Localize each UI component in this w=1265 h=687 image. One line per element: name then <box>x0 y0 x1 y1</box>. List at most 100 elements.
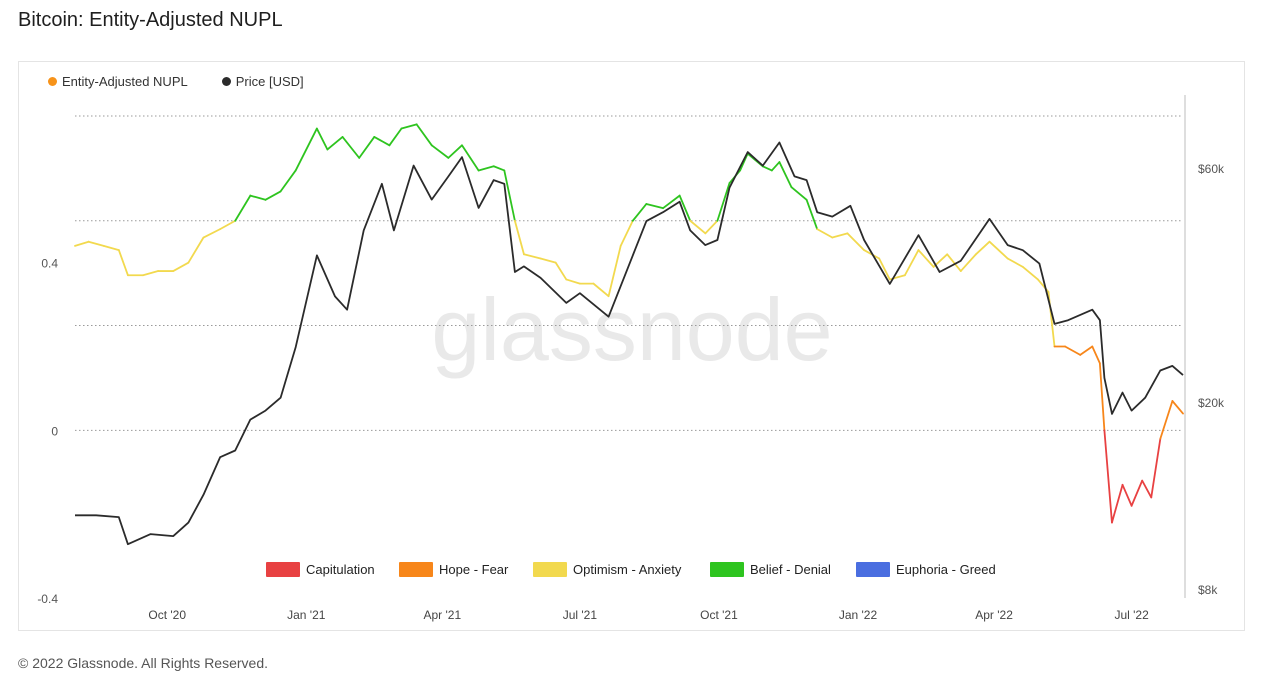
nupl-segment <box>492 165 506 172</box>
nupl-segment <box>172 261 190 272</box>
nupl-segment <box>1171 400 1184 415</box>
legend-label-nupl: Entity-Adjusted NUPL <box>62 74 188 89</box>
nupl-segment <box>631 203 648 222</box>
top-legend: Entity-Adjusted NUPL Price [USD] <box>48 74 304 89</box>
nupl-segment <box>1111 483 1124 524</box>
zone-legend-item[interactable]: Hope - Fear <box>399 562 509 577</box>
nupl-segment <box>959 253 977 272</box>
nupl-segment <box>1079 345 1094 356</box>
zone-legend-swatch <box>399 562 433 577</box>
nupl-segment <box>341 136 361 159</box>
legend-item-price[interactable]: Price [USD] <box>221 74 304 89</box>
legend-item-nupl[interactable]: Entity-Adjusted NUPL <box>48 74 188 89</box>
x-axis-ticks: Oct '20 Jan '21 Apr '21 Jul '21 Oct '21 Jan '… <box>148 608 1149 622</box>
x-tick-label: Apr '21 <box>423 608 461 622</box>
nupl-segment <box>388 127 403 147</box>
nupl-segment <box>1141 479 1153 499</box>
zone-legend-label: Belief - Denial <box>750 562 831 577</box>
nupl-segment <box>202 228 222 239</box>
zone-legend-swatch <box>856 562 890 577</box>
zone-legend-swatch <box>533 562 567 577</box>
nupl-segment <box>87 240 105 247</box>
nupl-segment <box>315 127 329 151</box>
x-tick-label: Jul '22 <box>1114 608 1149 622</box>
zone-legend-item[interactable]: Belief - Denial <box>710 562 831 577</box>
left-tick-label: 0.4 <box>41 257 58 271</box>
nupl-segment <box>704 219 719 235</box>
nupl-segment <box>946 253 962 272</box>
nupl-segment <box>1064 345 1082 356</box>
left-tick-label: -0.4 <box>37 592 58 606</box>
nupl-segment <box>74 240 90 247</box>
nupl-segment <box>117 249 129 277</box>
nupl-segment <box>565 278 581 285</box>
nupl-segment <box>539 257 557 264</box>
nupl-segment <box>447 144 463 159</box>
nupl-segment <box>662 194 681 210</box>
threshold-gridlines <box>75 115 1183 431</box>
nupl-segment <box>523 253 542 260</box>
nupl-segment <box>249 194 267 201</box>
nupl-segment <box>1006 257 1024 268</box>
zone-legend-label: Optimism - Anxiety <box>573 562 682 577</box>
zone-legend-swatch <box>266 562 300 577</box>
right-tick-label: $60k <box>1198 162 1225 176</box>
nupl-segment <box>846 232 865 251</box>
nupl-segment <box>503 169 516 222</box>
zone-legend-item[interactable]: Optimism - Anxiety <box>533 562 682 577</box>
nupl-segment <box>790 186 808 201</box>
nupl-segment <box>373 136 391 147</box>
chart-panel <box>18 61 1245 631</box>
nupl-segment <box>279 169 297 193</box>
nupl-segment <box>1121 483 1133 507</box>
zone-legend-item[interactable]: Euphoria - Greed <box>856 562 996 577</box>
nupl-segment <box>816 228 834 239</box>
nupl-segment <box>415 123 433 147</box>
nupl-segment <box>358 136 376 159</box>
nupl-segment <box>142 270 160 277</box>
right-axis-ticks: $60k $20k $8k <box>1198 162 1225 597</box>
nupl-segment <box>102 244 120 251</box>
nupl-segment <box>778 161 793 189</box>
nupl-segment <box>477 165 495 172</box>
nupl-segment <box>607 244 622 298</box>
nupl-segment <box>903 249 920 277</box>
nupl-segment <box>988 240 1009 260</box>
nupl-segment <box>592 282 610 298</box>
nupl-segment <box>805 198 819 231</box>
nupl-segment <box>917 249 935 268</box>
legend-label-price: Price [USD] <box>235 74 304 89</box>
nupl-segment <box>234 194 252 222</box>
nupl-segment <box>1130 479 1144 507</box>
nupl-segment <box>761 165 773 172</box>
nupl-segment <box>689 219 707 235</box>
nupl-segment <box>878 257 891 281</box>
nupl-segment <box>1021 265 1039 281</box>
nupl-segment <box>619 219 634 247</box>
nupl-segment <box>770 161 781 172</box>
nupl-segment <box>1159 400 1174 440</box>
nupl-segment <box>1098 362 1106 432</box>
zone-legend-label: Capitulation <box>306 562 375 577</box>
zone-legend-label: Hope - Fear <box>439 562 509 577</box>
nupl-segment <box>645 203 664 210</box>
nupl-segment <box>294 127 318 172</box>
x-tick-label: Jul '21 <box>563 608 598 622</box>
x-tick-label: Apr '22 <box>975 608 1013 622</box>
zone-legend-label: Euphoria - Greed <box>896 562 996 577</box>
legend-dot-nupl <box>48 77 57 86</box>
nupl-segment <box>513 219 525 256</box>
price-line <box>75 141 1184 546</box>
right-tick-label: $20k <box>1198 396 1225 410</box>
zone-legend-item[interactable]: Capitulation <box>266 562 375 577</box>
nupl-segment <box>187 236 205 264</box>
nupl-segment <box>716 182 731 222</box>
nupl-segment <box>975 240 991 256</box>
nupl-segment <box>1091 345 1101 365</box>
x-tick-label: Jan '21 <box>287 608 326 622</box>
nupl-segment <box>831 232 849 239</box>
x-tick-label: Oct '21 <box>700 608 738 622</box>
nupl-segment <box>461 144 480 172</box>
x-tick-label: Oct '20 <box>148 608 186 622</box>
